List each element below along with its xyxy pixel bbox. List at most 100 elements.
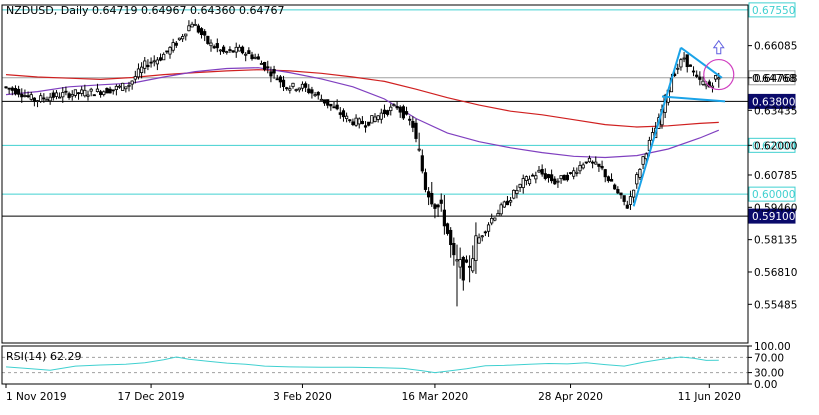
- candle-down: [158, 57, 163, 61]
- candle-down: [92, 94, 96, 97]
- level-label: 0.62000: [752, 140, 795, 152]
- candle-down: [603, 169, 607, 178]
- candle-down: [278, 76, 282, 83]
- candle-up: [133, 76, 137, 80]
- candle-down: [436, 204, 440, 208]
- candle-up: [177, 37, 182, 41]
- candle-up: [572, 170, 576, 177]
- rsi-title: RSI(14) 62.29: [6, 350, 81, 363]
- candle-up: [259, 63, 264, 65]
- candle-up: [143, 60, 147, 69]
- candle-down: [553, 178, 557, 185]
- candle-down: [64, 90, 68, 93]
- candle-down: [606, 176, 610, 182]
- candle-up: [575, 171, 579, 174]
- candle-up: [534, 175, 538, 180]
- candle-down: [51, 92, 55, 98]
- candle-up: [499, 204, 503, 215]
- candle-up: [300, 83, 305, 89]
- candle-down: [10, 87, 14, 91]
- candle-down: [42, 97, 46, 100]
- candle-down: [698, 76, 702, 80]
- candle-down: [256, 56, 260, 60]
- candle-down: [196, 25, 200, 33]
- candle-up: [480, 235, 484, 238]
- candle-down: [411, 121, 415, 128]
- candle-up: [48, 96, 52, 102]
- candle-down: [149, 61, 153, 64]
- candle-up: [45, 99, 49, 102]
- candle-up: [193, 24, 197, 26]
- candle-down: [543, 173, 547, 179]
- candle-down: [691, 70, 696, 73]
- candle-up: [35, 100, 40, 103]
- candle-up: [155, 59, 159, 65]
- candle-up: [477, 237, 481, 244]
- candle-up: [319, 98, 323, 101]
- candle-up: [225, 51, 229, 53]
- candle-up: [136, 68, 141, 78]
- y-tick-label: 0.60785: [754, 170, 797, 182]
- candle-up: [184, 33, 188, 37]
- candle-up: [83, 89, 87, 97]
- up-arrow-icon: [712, 39, 725, 55]
- level-label-box: [748, 2, 796, 18]
- candle-down: [351, 121, 355, 126]
- candle-up: [521, 178, 525, 188]
- level-label: 0.67550: [752, 5, 795, 17]
- candle-up: [578, 165, 582, 172]
- candle-up: [58, 96, 62, 99]
- candle-down: [449, 229, 453, 246]
- candle-up: [474, 235, 478, 261]
- candle-up: [29, 94, 33, 100]
- x-tick-label: 16 Mar 2020: [402, 391, 469, 403]
- rsi-tick-label: 30.00: [754, 368, 784, 380]
- candle-down: [386, 110, 390, 115]
- candle-down: [483, 231, 487, 234]
- candle-up: [354, 117, 358, 126]
- y-tick-label: 0.66085: [754, 41, 797, 53]
- candle-up: [117, 85, 122, 88]
- candle-up: [357, 118, 361, 125]
- candle-down: [222, 46, 226, 53]
- level-label: 0.59100: [752, 211, 795, 223]
- y-tick-label: 0.59460: [754, 202, 797, 214]
- candle-down: [203, 31, 207, 36]
- candle-down: [408, 118, 412, 121]
- candle-down: [546, 174, 551, 179]
- candle-up: [455, 259, 459, 262]
- candle-up: [682, 57, 686, 60]
- candle-up: [152, 60, 156, 63]
- candle-down: [568, 172, 573, 174]
- trend-line: [632, 47, 682, 207]
- candle-up: [190, 23, 194, 28]
- candle-down: [199, 28, 204, 35]
- candle-down: [398, 106, 402, 113]
- candle-up: [95, 88, 100, 92]
- candle-down: [20, 93, 24, 98]
- trend-line: [680, 46, 723, 79]
- level-label: 0.60000: [752, 189, 795, 201]
- candle-down: [597, 163, 601, 167]
- candle-down: [565, 174, 569, 181]
- candle-down: [269, 71, 273, 77]
- candle-up: [493, 217, 497, 221]
- candle-down: [13, 88, 18, 95]
- candle-up: [54, 92, 59, 97]
- rsi-pane-frame: [1, 345, 749, 385]
- candle-down: [468, 265, 472, 268]
- candle-up: [581, 164, 585, 169]
- level-label-box: [748, 186, 796, 202]
- x-tick-label: 11 Jun 2020: [678, 391, 741, 403]
- rsi-line: [5, 356, 719, 374]
- trend-line: [661, 95, 726, 103]
- candle-up: [515, 190, 519, 194]
- candle-down: [550, 174, 554, 182]
- candle-up: [244, 53, 248, 56]
- candle-down: [420, 155, 424, 172]
- candle-up: [171, 42, 175, 51]
- candle-down: [445, 223, 450, 234]
- candle-down: [304, 83, 308, 88]
- candle-down: [67, 93, 71, 98]
- candle-up: [345, 115, 349, 120]
